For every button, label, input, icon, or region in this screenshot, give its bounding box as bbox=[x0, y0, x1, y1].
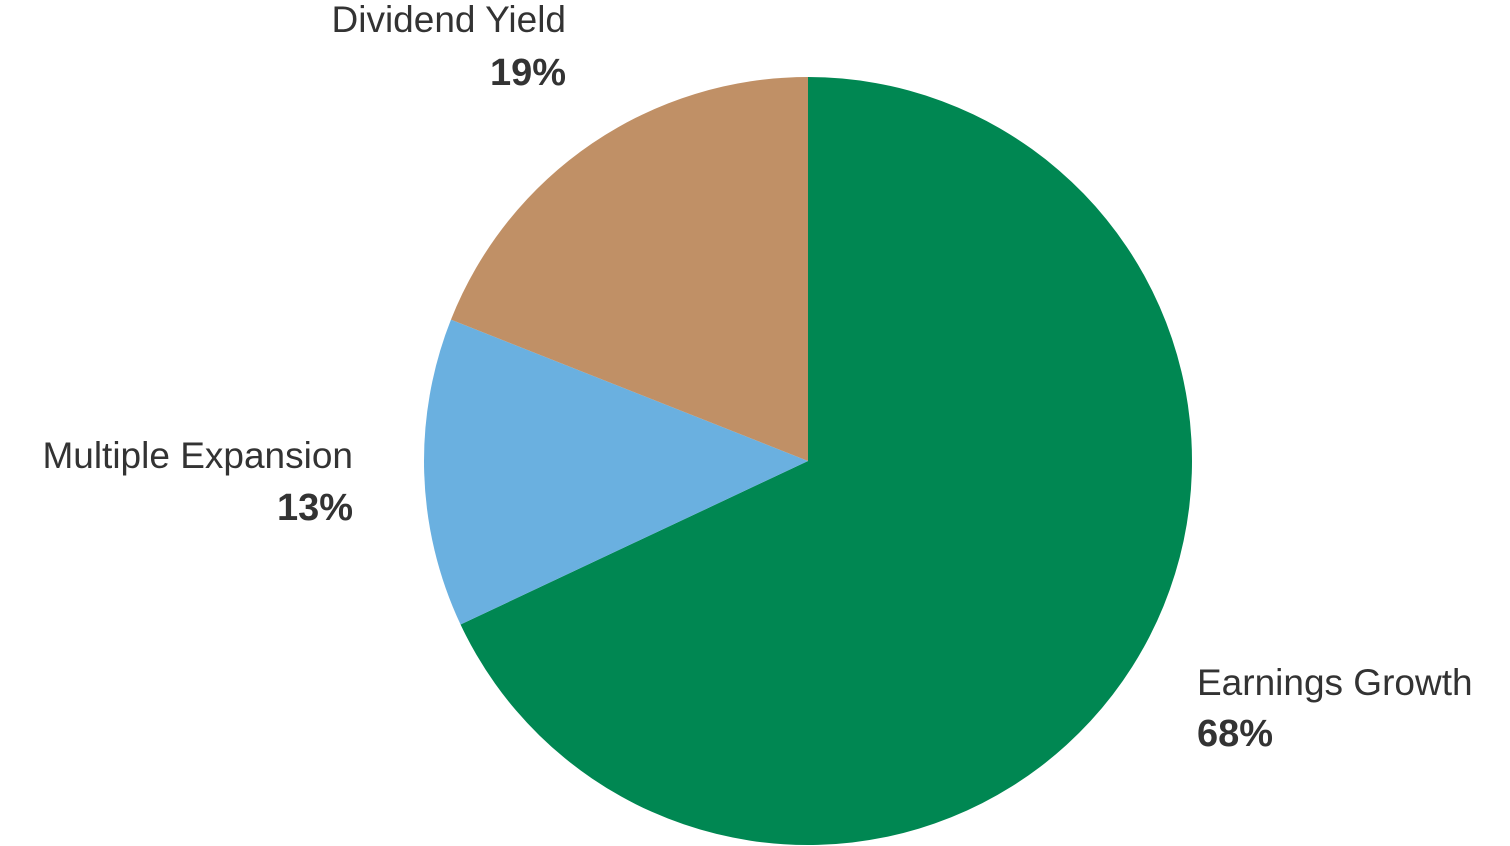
slice-label: Dividend Yield bbox=[332, 0, 566, 40]
slice-value-label: 19% bbox=[490, 52, 566, 94]
pie-slice bbox=[460, 77, 1193, 846]
slice-label: Earnings Growth bbox=[1197, 662, 1473, 703]
pie-slice bbox=[450, 77, 808, 461]
pie-slice bbox=[423, 319, 808, 625]
slice-value-label: 13% bbox=[277, 487, 353, 529]
slice-value-label: 68% bbox=[1197, 713, 1273, 755]
slice-label: Multiple Expansion bbox=[42, 435, 353, 476]
